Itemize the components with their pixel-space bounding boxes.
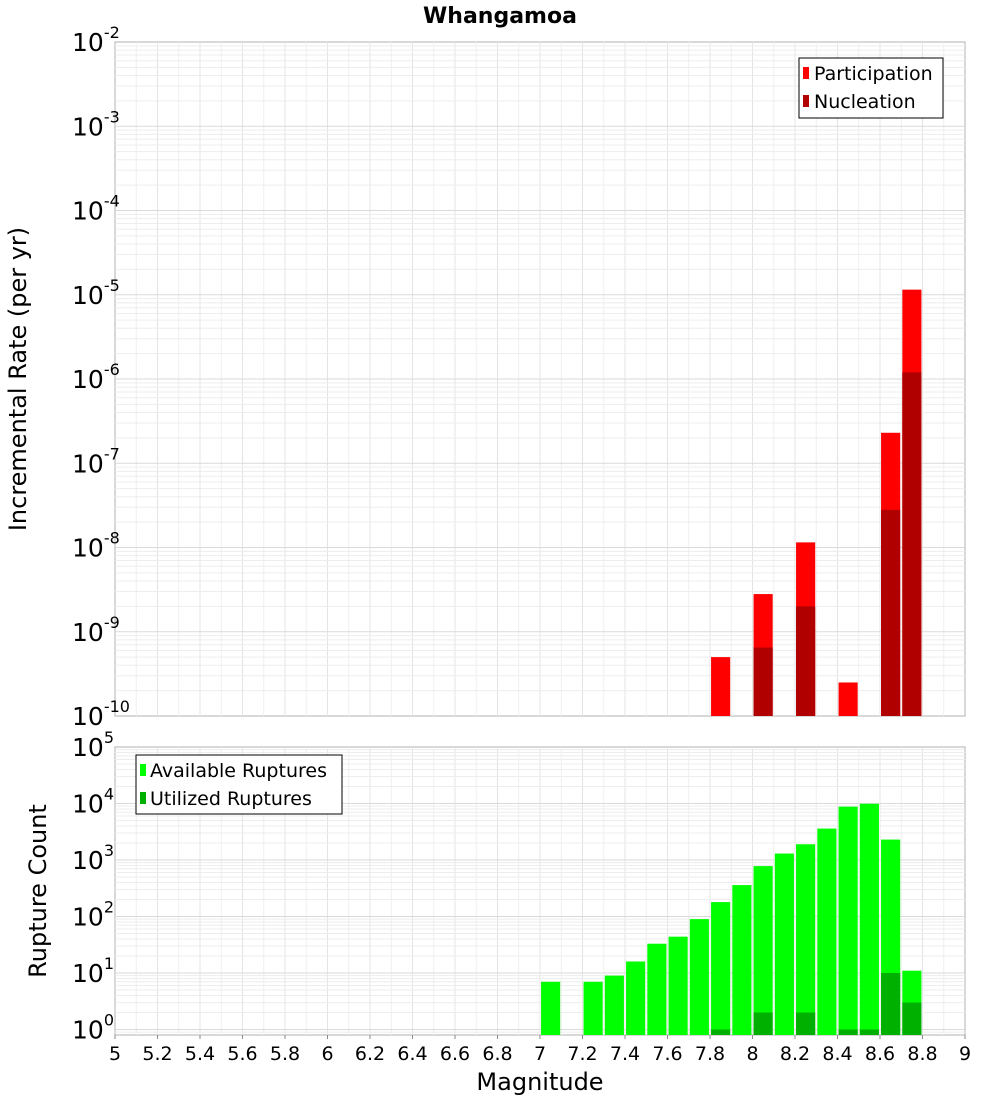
x-tick-label: 5.6 xyxy=(227,1043,257,1065)
y-tick-label: 10-10 xyxy=(72,697,130,731)
chart-title: Whangamoa xyxy=(423,4,577,29)
bar-count-0-7 xyxy=(711,902,731,1035)
x-tick-label: 5 xyxy=(109,1043,121,1065)
y-tick-label: 10-3 xyxy=(72,107,120,141)
bar-rate-1-1 xyxy=(796,606,816,716)
bar-count-0-1 xyxy=(583,981,603,1035)
bar-count-0-10 xyxy=(774,853,794,1035)
y-tick-label: 104 xyxy=(72,785,114,819)
y-tick-label: 101 xyxy=(72,954,114,988)
x-tick-label: 6 xyxy=(321,1043,333,1065)
bar-rate-0-3 xyxy=(838,682,858,716)
legend-swatch-participation xyxy=(803,67,809,79)
top-bars xyxy=(711,289,922,716)
legend-swatch-available xyxy=(140,764,146,776)
bar-count-0-13 xyxy=(838,806,858,1035)
x-tick-label: 6.4 xyxy=(397,1043,427,1065)
bottom-legend-box xyxy=(135,754,343,815)
bar-count-1-4 xyxy=(859,1029,879,1035)
x-tick-label: 7 xyxy=(534,1043,546,1065)
bottom-bars xyxy=(541,803,922,1035)
legend-label-participation: Participation xyxy=(814,63,933,85)
bar-count-0-8 xyxy=(732,885,752,1035)
legend-swatch-nucleation xyxy=(803,95,809,107)
x-tick-label: 7.8 xyxy=(695,1043,725,1065)
bottom-chart: 100 101 102 103 104 105 5 5.2 5.4 5.6 5.8 6 6.2 6.4 6… xyxy=(24,728,971,1096)
bottom-legend: Available Ruptures Utilized Ruptures xyxy=(135,754,343,815)
bar-count-0-2 xyxy=(604,975,624,1035)
legend-label-nucleation: Nucleation xyxy=(814,91,916,113)
bottom-y-axis-label: Rupture Count xyxy=(24,804,52,978)
legend-swatch-utilized xyxy=(140,792,146,804)
x-tick-label: 6.8 xyxy=(482,1043,512,1065)
bar-count-1-3 xyxy=(838,1029,858,1035)
bar-count-0-3 xyxy=(626,961,646,1035)
x-tick-label: 6.2 xyxy=(355,1043,385,1065)
bar-count-0-5 xyxy=(668,936,688,1035)
bottom-y-ticks: 100 101 102 103 104 105 xyxy=(72,728,114,1045)
bar-count-1-6 xyxy=(902,1002,922,1035)
top-legend-box xyxy=(798,57,944,119)
x-tick-label: 8.4 xyxy=(822,1043,852,1065)
bar-count-0-14 xyxy=(859,803,879,1035)
y-tick-label: 105 xyxy=(72,728,114,762)
bar-count-0-4 xyxy=(647,943,667,1035)
y-tick-label: 103 xyxy=(72,841,114,875)
bar-rate-1-0 xyxy=(753,647,773,716)
top-gridlines xyxy=(115,42,965,716)
bar-rate-1-2 xyxy=(881,509,901,716)
y-tick-label: 10-5 xyxy=(72,276,120,310)
x-axis-label: Magnitude xyxy=(476,1068,603,1096)
bar-count-0-11 xyxy=(796,844,816,1035)
x-tick-label: 9 xyxy=(959,1043,971,1065)
bar-count-1-2 xyxy=(796,1012,816,1035)
y-tick-label: 10-7 xyxy=(72,444,120,478)
bar-count-1-5 xyxy=(881,973,901,1035)
bar-count-0-12 xyxy=(817,828,837,1035)
x-tick-label: 6.6 xyxy=(440,1043,470,1065)
bar-count-1-0 xyxy=(711,1029,731,1035)
x-tick-label: 7.4 xyxy=(610,1043,640,1065)
x-tick-label: 8 xyxy=(746,1043,758,1065)
legend-label-available: Available Ruptures xyxy=(150,760,327,782)
bar-rate-0-0 xyxy=(711,657,731,716)
bar-count-0-6 xyxy=(689,919,709,1035)
bar-rate-1-3 xyxy=(902,372,922,716)
top-y-axis-label: Incremental Rate (per yr) xyxy=(4,227,32,531)
y-tick-label: 102 xyxy=(72,898,114,932)
x-tick-label: 5.8 xyxy=(270,1043,300,1065)
y-tick-label: 10-2 xyxy=(72,23,120,57)
y-tick-label: 10-4 xyxy=(72,192,120,226)
legend-label-utilized: Utilized Ruptures xyxy=(150,788,312,810)
y-tick-label: 10-8 xyxy=(72,529,120,563)
bar-count-1-1 xyxy=(753,1012,773,1035)
y-tick-label: 10-9 xyxy=(72,613,120,647)
x-tick-label: 8.8 xyxy=(907,1043,937,1065)
x-tick-label: 7.2 xyxy=(567,1043,597,1065)
top-legend: Participation Nucleation xyxy=(798,57,944,119)
bar-count-0-9 xyxy=(753,866,773,1035)
y-tick-label: 10-6 xyxy=(72,360,120,394)
x-tick-label: 8.6 xyxy=(865,1043,895,1065)
x-ticks: 5 5.2 5.4 5.6 5.8 6 6.2 6.4 6.6 6.8 7 7.2 7.4 7.6 7.8 8… xyxy=(109,1035,971,1065)
top-chart: 10-10 10-9 10-8 10-7 10-6 10-5 10-4 10-3 10-2 In… xyxy=(4,23,966,731)
y-tick-label: 100 xyxy=(72,1011,114,1045)
x-tick-label: 8.2 xyxy=(780,1043,810,1065)
x-tick-label: 7.6 xyxy=(652,1043,682,1065)
bar-count-0-0 xyxy=(541,981,561,1035)
top-y-ticks: 10-10 10-9 10-8 10-7 10-6 10-5 10-4 10-3 10-2 xyxy=(72,23,130,731)
x-tick-label: 5.2 xyxy=(142,1043,172,1065)
x-tick-label: 5.4 xyxy=(185,1043,215,1065)
